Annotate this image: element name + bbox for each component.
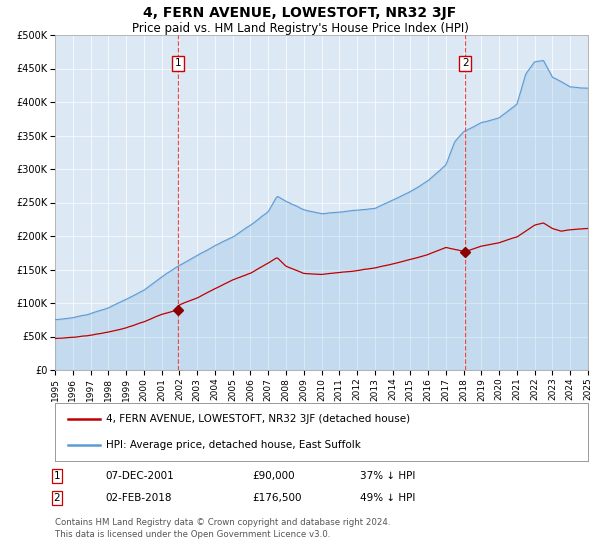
Text: 1: 1 bbox=[175, 58, 181, 68]
Text: 1: 1 bbox=[53, 471, 61, 481]
Text: Contains HM Land Registry data © Crown copyright and database right 2024.
This d: Contains HM Land Registry data © Crown c… bbox=[55, 518, 391, 539]
Text: 02-FEB-2018: 02-FEB-2018 bbox=[105, 493, 172, 503]
Text: 4, FERN AVENUE, LOWESTOFT, NR32 3JF: 4, FERN AVENUE, LOWESTOFT, NR32 3JF bbox=[143, 6, 457, 20]
Text: 07-DEC-2001: 07-DEC-2001 bbox=[105, 471, 174, 481]
Text: £90,000: £90,000 bbox=[252, 471, 295, 481]
Text: 2: 2 bbox=[53, 493, 61, 503]
Text: 49% ↓ HPI: 49% ↓ HPI bbox=[360, 493, 415, 503]
Text: 2: 2 bbox=[462, 58, 469, 68]
Text: £176,500: £176,500 bbox=[252, 493, 302, 503]
Text: HPI: Average price, detached house, East Suffolk: HPI: Average price, detached house, East… bbox=[106, 440, 361, 450]
Text: 4, FERN AVENUE, LOWESTOFT, NR32 3JF (detached house): 4, FERN AVENUE, LOWESTOFT, NR32 3JF (det… bbox=[106, 414, 410, 424]
Text: 37% ↓ HPI: 37% ↓ HPI bbox=[360, 471, 415, 481]
Text: Price paid vs. HM Land Registry's House Price Index (HPI): Price paid vs. HM Land Registry's House … bbox=[131, 22, 469, 35]
